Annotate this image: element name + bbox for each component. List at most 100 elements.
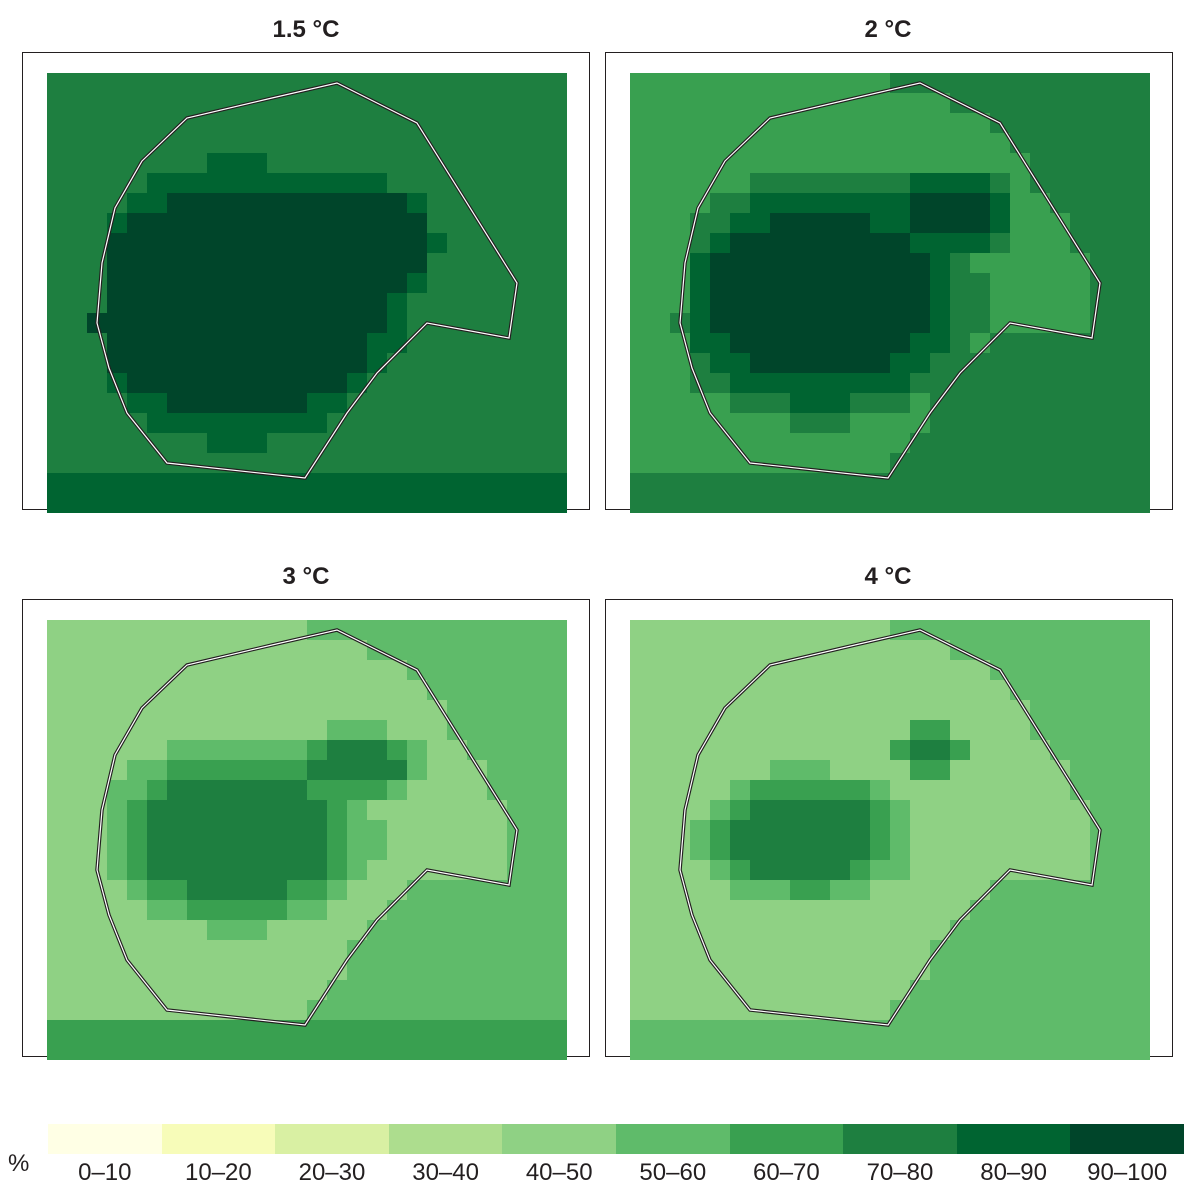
grid-cell bbox=[870, 493, 891, 513]
grid-cell bbox=[790, 173, 811, 194]
grid-cell bbox=[207, 113, 228, 134]
grid-cell bbox=[1030, 373, 1051, 394]
grid-cell bbox=[1050, 640, 1071, 661]
grid-cell bbox=[387, 253, 408, 274]
grid-cell bbox=[107, 93, 128, 114]
grid-cell bbox=[970, 313, 991, 334]
grid-cell bbox=[1090, 1040, 1111, 1060]
grid-cell bbox=[810, 73, 831, 94]
grid-cell bbox=[770, 133, 791, 154]
grid-cell bbox=[910, 253, 931, 274]
grid-cell bbox=[527, 73, 548, 94]
grid-cell bbox=[1030, 1040, 1051, 1060]
grid-cell bbox=[347, 213, 368, 234]
grid-cell bbox=[187, 780, 208, 801]
grid-cell bbox=[407, 840, 428, 861]
grid-cell bbox=[950, 213, 971, 234]
grid-cell bbox=[890, 393, 911, 414]
grid-cell bbox=[227, 700, 248, 721]
grid-cell bbox=[750, 393, 771, 414]
grid-cell bbox=[850, 660, 871, 681]
grid-cell bbox=[247, 820, 268, 841]
grid-cell bbox=[47, 960, 68, 981]
grid-cell bbox=[970, 433, 991, 454]
grid-cell bbox=[1130, 273, 1150, 294]
grid-cell bbox=[710, 840, 731, 861]
grid-cell bbox=[1130, 700, 1150, 721]
grid-cell bbox=[730, 213, 751, 234]
grid-cell bbox=[1090, 333, 1111, 354]
grid-cell bbox=[1110, 860, 1131, 881]
grid-cell bbox=[1010, 980, 1031, 1001]
grid-cell bbox=[890, 1040, 911, 1060]
grid-cell bbox=[127, 820, 148, 841]
grid-cell bbox=[830, 620, 851, 641]
grid-cell bbox=[307, 233, 328, 254]
grid-cell bbox=[107, 1020, 128, 1041]
grid-cell bbox=[507, 253, 528, 274]
grid-cell bbox=[247, 1040, 268, 1060]
grid-cell bbox=[307, 173, 328, 194]
grid-cell bbox=[870, 880, 891, 901]
grid-cell bbox=[750, 313, 771, 334]
grid-cell bbox=[1110, 133, 1131, 154]
grid-cell bbox=[547, 1040, 567, 1060]
grid-cell bbox=[307, 720, 328, 741]
grid-cell bbox=[670, 640, 691, 661]
grid-cell bbox=[770, 940, 791, 961]
grid-cell bbox=[970, 800, 991, 821]
grid-cell bbox=[127, 1000, 148, 1021]
grid-cell bbox=[227, 153, 248, 174]
grid-cell bbox=[1030, 1000, 1051, 1021]
grid-cell bbox=[167, 233, 188, 254]
grid-cell bbox=[67, 473, 88, 494]
grid-cell bbox=[790, 373, 811, 394]
grid-cell bbox=[427, 780, 448, 801]
grid-cell bbox=[387, 720, 408, 741]
grid-cell bbox=[850, 740, 871, 761]
grid-cell bbox=[850, 453, 871, 474]
grid-cell bbox=[547, 1000, 567, 1021]
grid-cell bbox=[930, 293, 951, 314]
grid-cell bbox=[1010, 393, 1031, 414]
grid-cell bbox=[207, 153, 228, 174]
grid-cell bbox=[1110, 373, 1131, 394]
grid-cell bbox=[527, 1040, 548, 1060]
grid-cell bbox=[67, 233, 88, 254]
grid-cell bbox=[710, 93, 731, 114]
grid-cell bbox=[1070, 980, 1091, 1001]
grid-cell bbox=[830, 800, 851, 821]
grid-cell bbox=[347, 1040, 368, 1060]
grid-cell bbox=[127, 700, 148, 721]
grid-cell bbox=[387, 940, 408, 961]
grid-cell bbox=[327, 760, 348, 781]
grid-cell bbox=[467, 620, 488, 641]
grid-cell bbox=[187, 720, 208, 741]
grid-cell bbox=[407, 233, 428, 254]
grid-cell bbox=[1110, 960, 1131, 981]
grid-cell bbox=[167, 720, 188, 741]
grid-cell bbox=[387, 193, 408, 214]
grid-cell bbox=[367, 980, 388, 1001]
grid-cell bbox=[347, 720, 368, 741]
grid-cell bbox=[650, 860, 671, 881]
grid-cell bbox=[347, 800, 368, 821]
grid-cell bbox=[690, 620, 711, 641]
grid-cell bbox=[830, 353, 851, 374]
grid-cell bbox=[47, 900, 68, 921]
grid-cell bbox=[447, 133, 468, 154]
grid-cell bbox=[527, 113, 548, 134]
grid-cell bbox=[307, 680, 328, 701]
grid-cell bbox=[910, 1000, 931, 1021]
grid-cell bbox=[990, 133, 1011, 154]
grid-cell bbox=[730, 920, 751, 941]
grid-cell bbox=[930, 453, 951, 474]
grid-cell bbox=[950, 493, 971, 513]
grid-cell bbox=[1070, 493, 1091, 513]
grid-cell bbox=[670, 273, 691, 294]
grid-cell bbox=[407, 273, 428, 294]
grid-cell bbox=[187, 93, 208, 114]
grid-cell bbox=[750, 940, 771, 961]
grid-cell bbox=[950, 940, 971, 961]
grid-cell bbox=[147, 193, 168, 214]
